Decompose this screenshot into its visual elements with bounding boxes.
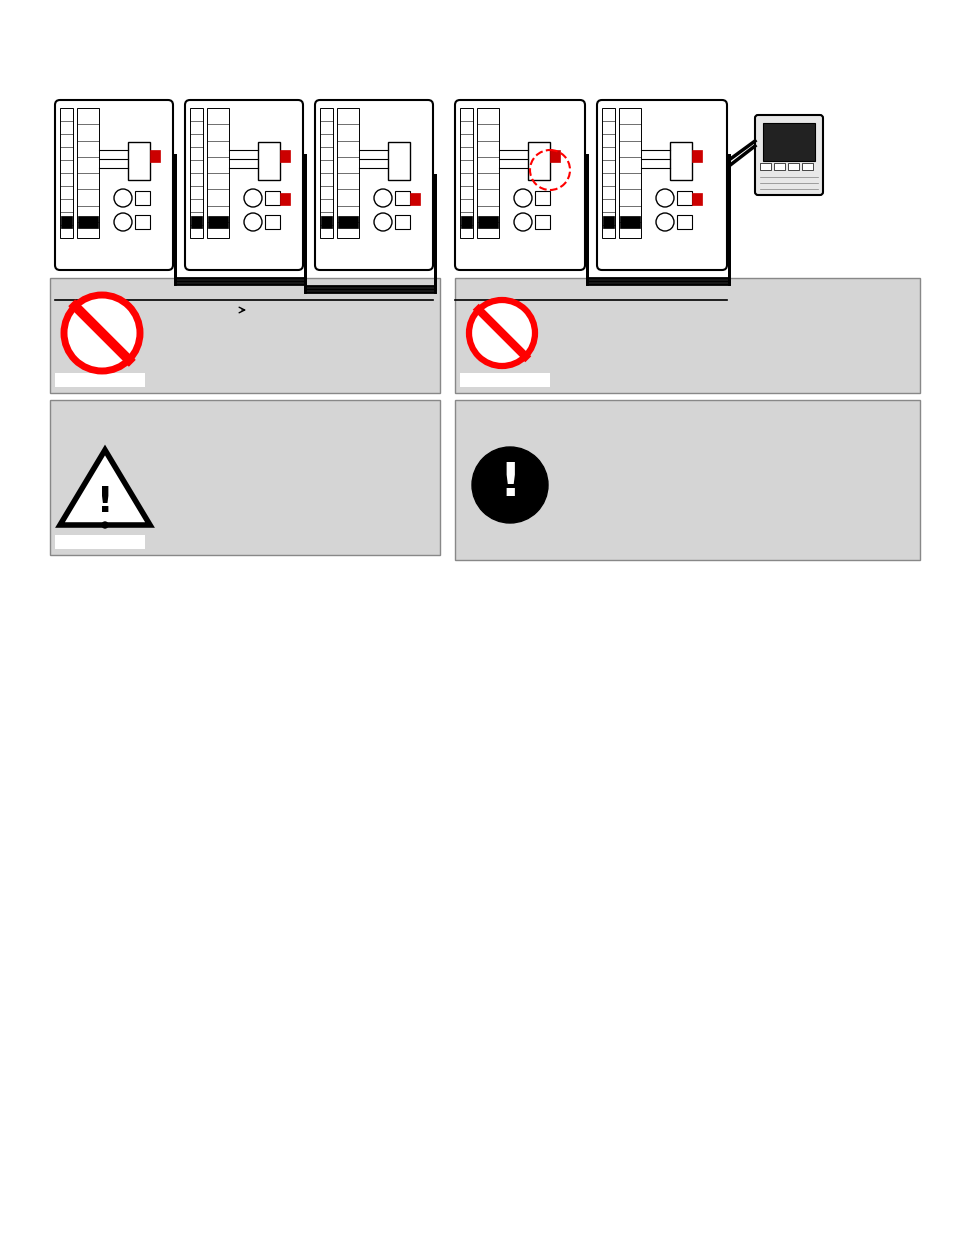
Bar xyxy=(677,191,691,205)
Bar xyxy=(455,278,919,393)
Bar xyxy=(410,193,419,205)
FancyBboxPatch shape xyxy=(455,100,584,270)
Circle shape xyxy=(514,189,532,207)
Circle shape xyxy=(656,189,673,207)
Bar xyxy=(762,124,814,161)
Bar xyxy=(602,216,614,228)
Bar xyxy=(336,107,358,238)
Bar xyxy=(669,142,691,180)
Bar xyxy=(459,107,473,238)
Bar xyxy=(618,107,640,238)
Circle shape xyxy=(656,212,673,231)
Bar xyxy=(760,163,770,170)
Bar xyxy=(77,107,99,238)
Bar xyxy=(280,193,290,205)
Circle shape xyxy=(244,189,262,207)
Bar xyxy=(691,149,701,162)
Bar xyxy=(207,107,229,238)
Bar xyxy=(265,191,280,205)
Bar xyxy=(601,107,615,238)
FancyBboxPatch shape xyxy=(185,100,303,270)
Bar xyxy=(61,216,71,228)
Bar xyxy=(395,191,410,205)
Bar xyxy=(135,191,150,205)
Bar xyxy=(50,278,439,393)
Bar xyxy=(150,149,160,162)
Bar xyxy=(535,191,550,205)
Bar xyxy=(787,163,799,170)
Circle shape xyxy=(514,212,532,231)
FancyBboxPatch shape xyxy=(754,115,822,195)
Bar xyxy=(55,373,145,387)
Bar xyxy=(320,216,332,228)
Bar xyxy=(619,216,639,228)
Circle shape xyxy=(374,189,392,207)
Bar xyxy=(395,215,410,228)
Bar xyxy=(455,400,919,559)
Bar xyxy=(337,216,357,228)
FancyBboxPatch shape xyxy=(597,100,726,270)
Bar xyxy=(135,215,150,228)
Circle shape xyxy=(374,212,392,231)
Bar xyxy=(773,163,784,170)
Bar xyxy=(460,216,472,228)
Bar xyxy=(459,373,550,387)
Circle shape xyxy=(113,212,132,231)
Bar xyxy=(677,215,691,228)
Bar xyxy=(280,149,290,162)
Bar xyxy=(477,216,497,228)
Circle shape xyxy=(102,522,108,529)
Bar xyxy=(527,142,550,180)
Text: !: ! xyxy=(96,485,113,519)
Circle shape xyxy=(64,295,140,370)
Bar xyxy=(476,107,498,238)
Bar xyxy=(78,216,98,228)
Bar xyxy=(60,107,73,238)
Polygon shape xyxy=(60,450,150,525)
Bar xyxy=(265,215,280,228)
Bar xyxy=(55,535,145,550)
Bar xyxy=(128,142,150,180)
Circle shape xyxy=(469,300,535,366)
Text: !: ! xyxy=(498,461,520,505)
Bar xyxy=(190,107,203,238)
Bar xyxy=(691,193,701,205)
FancyBboxPatch shape xyxy=(314,100,433,270)
Bar xyxy=(388,142,410,180)
Circle shape xyxy=(113,189,132,207)
Bar xyxy=(801,163,812,170)
Circle shape xyxy=(472,447,547,522)
Bar xyxy=(191,216,202,228)
Circle shape xyxy=(244,212,262,231)
Bar xyxy=(550,149,559,162)
Bar xyxy=(257,142,280,180)
Bar xyxy=(319,107,333,238)
Bar xyxy=(50,400,439,555)
FancyBboxPatch shape xyxy=(55,100,172,270)
Bar xyxy=(208,216,228,228)
Bar xyxy=(535,215,550,228)
